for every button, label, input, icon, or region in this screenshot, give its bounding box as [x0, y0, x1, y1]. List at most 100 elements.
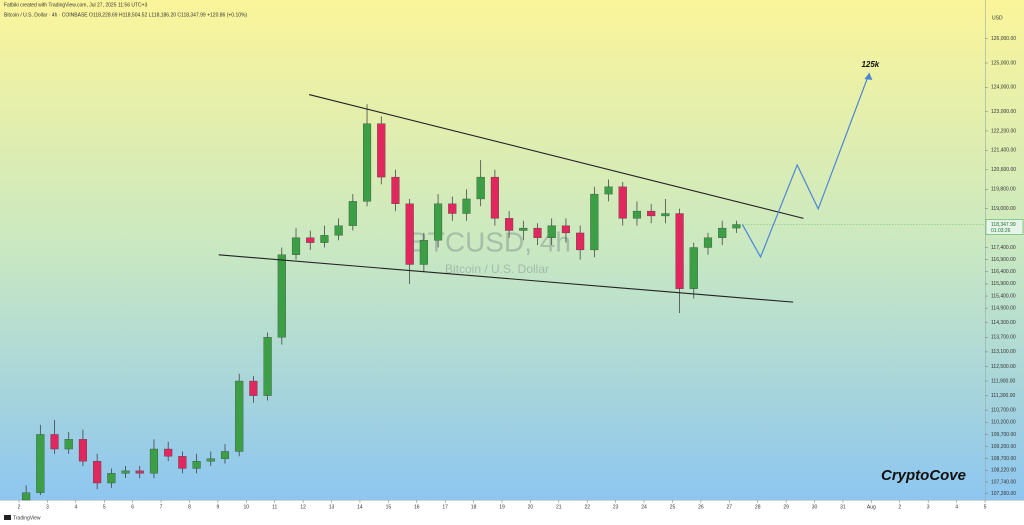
x-tick-label: 26 [698, 504, 704, 510]
x-tick-label: 12 [300, 504, 306, 510]
x-tick-label: 7 [160, 504, 163, 510]
y-tick-label: 107,740.00 [991, 479, 1016, 485]
countdown: 01:03:26 [991, 228, 1011, 234]
candle-body [547, 225, 556, 238]
candle-body [235, 380, 244, 452]
candle-body [618, 186, 627, 219]
y-tick-label: 115,900.00 [991, 281, 1016, 287]
candle-body [505, 218, 514, 231]
candle-body [377, 123, 386, 178]
x-tick-label: 5 [984, 504, 987, 510]
y-tick-label: 124,000.00 [991, 85, 1016, 91]
y-tick-label: 120,600.00 [991, 167, 1016, 173]
y-tick-label: 112,500.00 [991, 364, 1016, 370]
candle-body [36, 434, 45, 493]
candle-body [675, 213, 684, 289]
candle-body [632, 210, 642, 219]
y-tick-label: 113,100.00 [991, 349, 1016, 355]
candle-body [362, 123, 372, 202]
y-tick-label: 113,700.00 [991, 335, 1016, 341]
candle-body [78, 439, 87, 462]
candle-body [93, 461, 102, 484]
x-tick-label: 13 [329, 504, 335, 510]
y-tick-label: 114,900.00 [991, 306, 1016, 312]
projection-path [741, 72, 870, 259]
x-tick-label: 11 [272, 504, 277, 510]
annotation: 125k [861, 60, 879, 69]
y-tick-label: 115,400.00 [991, 293, 1016, 299]
trendline [218, 254, 794, 303]
y-tick-label: 119,000.00 [991, 206, 1016, 212]
footer: TradingView [13, 515, 41, 521]
projection-arrowhead [864, 72, 873, 80]
y-tick-label: 122,200.00 [991, 128, 1016, 134]
x-tick-label: 27 [727, 504, 733, 510]
x-tick-label: 6 [131, 504, 134, 510]
candle-body [135, 470, 144, 474]
x-tick-label: 15 [386, 504, 392, 510]
y-tick-label: 114,300.00 [991, 320, 1016, 326]
y-tick-label: 109,200.00 [991, 444, 1016, 450]
header: Fatbiki created with TradingView.com, Ju… [4, 2, 148, 8]
candle-body [490, 176, 499, 219]
y-tick-label: 111,900.00 [991, 378, 1016, 384]
x-tick-label: 24 [641, 504, 647, 510]
x-tick-label: 25 [670, 504, 676, 510]
x-tick-label: 29 [783, 504, 789, 510]
candle-body [291, 237, 301, 255]
signature: CryptoCove [881, 467, 966, 484]
y-tick-label: 111,300.00 [991, 393, 1016, 399]
x-tick-label: 4 [74, 504, 77, 510]
x-tick-label: Aug [867, 504, 876, 510]
x-tick-label: 3 [927, 504, 930, 510]
symbol-info: Bitcoin / U.S. Dollar · 4h · COINBASE O1… [4, 12, 247, 18]
candle-body [334, 225, 343, 236]
x-tick-label: 3 [46, 504, 49, 510]
candle-body [533, 227, 542, 238]
x-tick-label: 28 [755, 504, 761, 510]
candle-body [348, 201, 357, 226]
candle-body [448, 203, 457, 214]
y-tick-label: 108,700.00 [991, 456, 1016, 462]
y-tick-label: 117,400.00 [991, 245, 1016, 251]
x-tick-label: 30 [812, 504, 818, 510]
x-tick-label: 31 [840, 504, 846, 510]
logo [4, 515, 11, 520]
x-tick-label: 18 [471, 504, 477, 510]
candle-body [661, 213, 670, 217]
candle-body [576, 232, 585, 251]
x-tick-label: 14 [357, 504, 363, 510]
plot-background [0, 0, 1024, 500]
watermark: BTCUSD, 4h [409, 226, 571, 257]
y-tick-label: 121,400.00 [991, 148, 1016, 154]
y-tick-label: 123,000.00 [991, 109, 1016, 115]
candle-body [277, 254, 286, 338]
y-tick-label: 126,000.00 [991, 36, 1016, 42]
currency: USD [992, 15, 1003, 21]
candle-body [434, 203, 443, 241]
candle-body [220, 451, 230, 459]
candle-body [206, 458, 215, 462]
candle-body [647, 210, 656, 217]
candle-body [263, 337, 272, 396]
last-price-box [985, 219, 1024, 235]
y-tick-label: 116,900.00 [991, 257, 1016, 263]
x-tick-label: 8 [188, 504, 191, 510]
y-tick-label: 116,400.00 [991, 269, 1016, 275]
x-tick-label: 10 [244, 504, 250, 510]
candle-body [689, 247, 698, 289]
x-tick-label: 17 [442, 504, 448, 510]
candle-body [192, 461, 201, 469]
y-tick-label: 109,700.00 [991, 432, 1016, 438]
y-tick-label: 119,800.00 [991, 187, 1016, 193]
x-tick-label: 5 [103, 504, 106, 510]
last-price-label: 118,347.99 [991, 222, 1016, 228]
x-tick-label: 2 [898, 504, 901, 510]
candle-body [64, 439, 73, 450]
candle-body [178, 456, 187, 469]
candle-body [419, 240, 428, 265]
candle-body [462, 198, 471, 214]
x-tick-label: 16 [414, 504, 420, 510]
x-tick-label: 19 [499, 504, 505, 510]
x-tick-label: 2 [18, 504, 21, 510]
